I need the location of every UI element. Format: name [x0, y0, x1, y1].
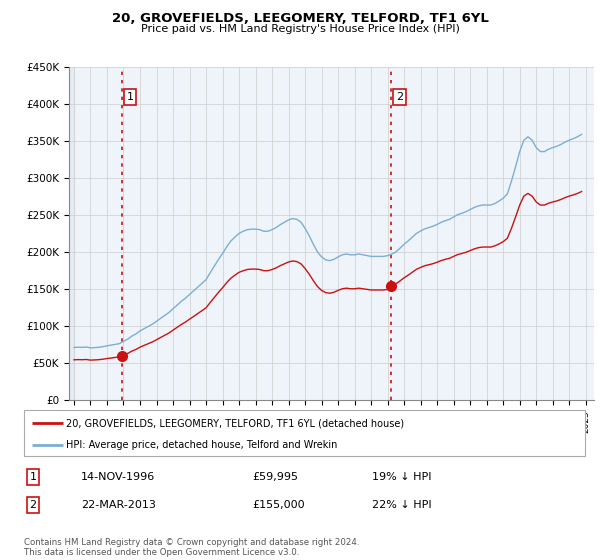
Text: Price paid vs. HM Land Registry's House Price Index (HPI): Price paid vs. HM Land Registry's House … [140, 24, 460, 34]
Text: 19% ↓ HPI: 19% ↓ HPI [372, 472, 431, 482]
Text: 20, GROVEFIELDS, LEEGOMERY, TELFORD, TF1 6YL: 20, GROVEFIELDS, LEEGOMERY, TELFORD, TF1… [112, 12, 488, 25]
Text: Contains HM Land Registry data © Crown copyright and database right 2024.
This d: Contains HM Land Registry data © Crown c… [24, 538, 359, 557]
Text: 14-NOV-1996: 14-NOV-1996 [81, 472, 155, 482]
Bar [69, 67, 74, 400]
Text: 1: 1 [29, 472, 37, 482]
Text: 22-MAR-2013: 22-MAR-2013 [81, 500, 156, 510]
Text: HPI: Average price, detached house, Telford and Wrekin: HPI: Average price, detached house, Telf… [66, 440, 337, 450]
Text: 20, GROVEFIELDS, LEEGOMERY, TELFORD, TF1 6YL (detached house): 20, GROVEFIELDS, LEEGOMERY, TELFORD, TF1… [66, 418, 404, 428]
Text: £155,000: £155,000 [252, 500, 305, 510]
Text: 1: 1 [127, 92, 133, 102]
Text: 2: 2 [29, 500, 37, 510]
Text: £59,995: £59,995 [252, 472, 298, 482]
Text: 22% ↓ HPI: 22% ↓ HPI [372, 500, 431, 510]
Text: 2: 2 [396, 92, 403, 102]
FancyBboxPatch shape [24, 410, 585, 456]
